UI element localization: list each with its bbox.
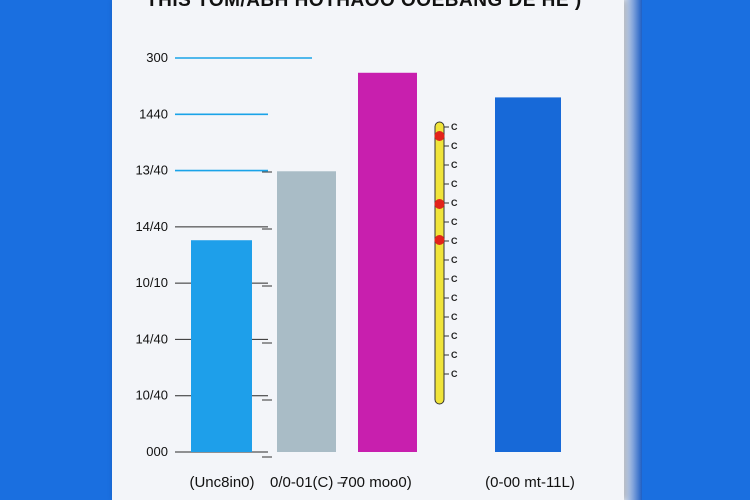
scale-label: C: [451, 312, 458, 322]
scale-label: C: [451, 198, 458, 208]
y-tick-label: 14/40: [135, 219, 168, 234]
bar: [495, 97, 561, 453]
scale-label: C: [451, 160, 458, 170]
y-tick-label: 300: [146, 50, 168, 65]
category-label: 0/0-01(C) –: [270, 474, 347, 491]
scale-label: C: [451, 255, 458, 265]
chart-title: THIS TOM/ABH HOTHAOO OOEBANG DE HE ): [146, 0, 582, 11]
scale-label: C: [451, 274, 458, 284]
scale-label: C: [451, 179, 458, 189]
y-tick-label: 10/40: [135, 388, 168, 403]
scale-label: C: [451, 141, 458, 151]
y-tick-label: 1440: [139, 106, 168, 121]
scale-marker: [434, 131, 445, 141]
bar: [358, 72, 417, 453]
scale-label: C: [451, 369, 458, 379]
y-tick-label: 13/40: [135, 163, 168, 178]
scale-label: C: [451, 293, 458, 303]
y-tick-label: 14/40: [135, 331, 168, 346]
scale-bar: [434, 121, 445, 405]
category-label: 700 moo0): [340, 474, 412, 491]
scale-label: C: [451, 217, 458, 227]
bar: [277, 171, 336, 452]
category-label: (Unc8in0): [189, 474, 254, 491]
y-tick-label: 10/10: [135, 275, 168, 290]
x-axis: (Unc8in0) 0/0-01(C) –700 moo0) (0-00 mt-11…: [189, 474, 574, 491]
y-tick-label: 000: [146, 444, 168, 459]
scale-label: C: [451, 122, 458, 132]
scale-label: C: [451, 236, 458, 246]
category-label: (0-00 mt-11L): [485, 474, 575, 491]
scale-marker: [434, 235, 445, 245]
scale-marker: [434, 199, 445, 209]
scale-label: C: [451, 331, 458, 341]
scale-label: C: [451, 350, 458, 360]
bars: [191, 72, 561, 458]
bar: [191, 240, 252, 452]
